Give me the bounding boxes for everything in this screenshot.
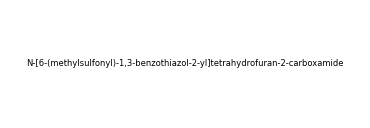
Text: N-[6-(methylsulfonyl)-1,3-benzothiazol-2-yl]tetrahydrofuran-2-carboxamide: N-[6-(methylsulfonyl)-1,3-benzothiazol-2… bbox=[26, 60, 344, 68]
